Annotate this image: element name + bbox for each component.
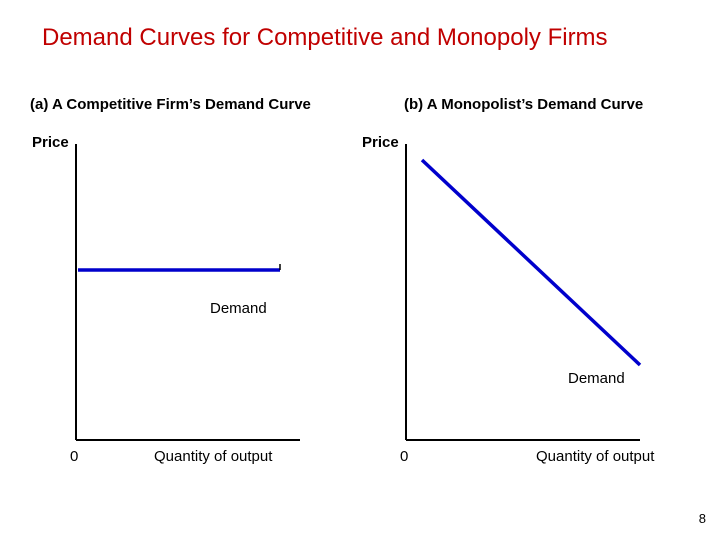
demand-label-left: Demand bbox=[210, 300, 267, 317]
page-number: 8 bbox=[699, 511, 706, 526]
x-axis-label-right: Quantity of output bbox=[536, 448, 654, 465]
x-axis-label-left: Quantity of output bbox=[154, 448, 272, 465]
demand-label-right: Demand bbox=[568, 370, 625, 387]
origin-label-left: 0 bbox=[70, 448, 78, 465]
origin-label-right: 0 bbox=[400, 448, 408, 465]
